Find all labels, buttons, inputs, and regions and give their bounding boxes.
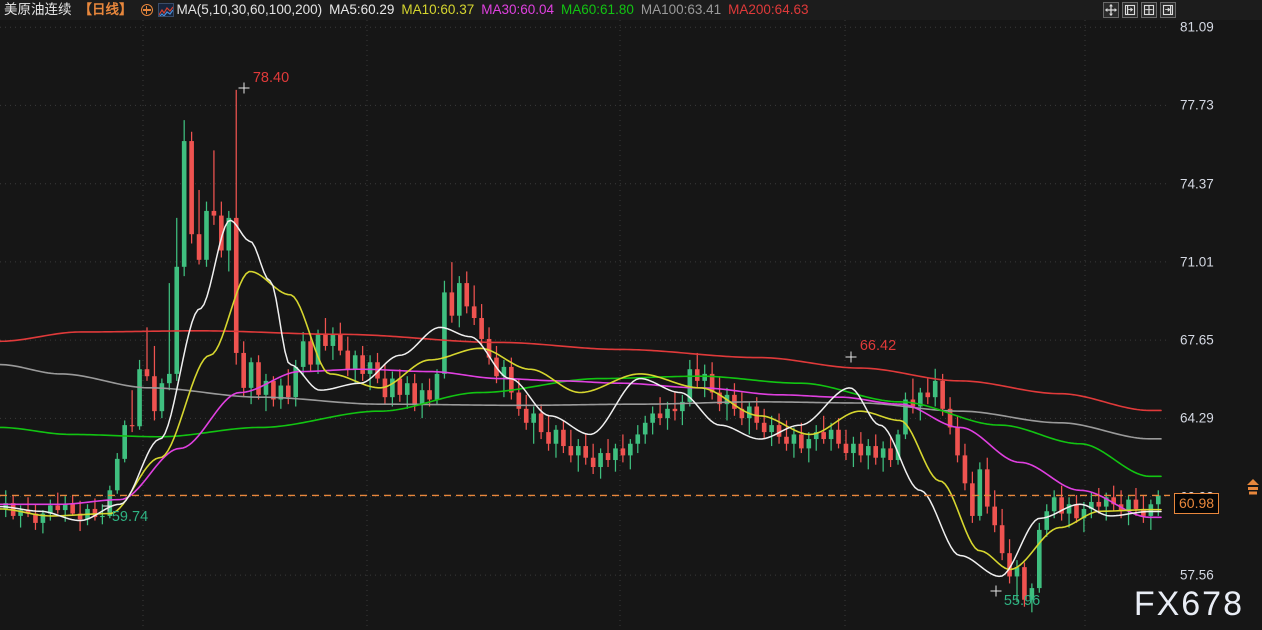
mini-chart-icon[interactable] xyxy=(157,3,174,17)
ma100-readout: MA100:63.41 xyxy=(640,2,722,17)
ma30-readout: MA30:60.04 xyxy=(481,2,555,17)
ma5-readout: MA5:60.29 xyxy=(329,2,395,17)
annotation-crosshair-icon xyxy=(238,82,250,94)
axis-label: 81.09 xyxy=(1180,19,1214,35)
price-marker-icon xyxy=(1246,479,1260,495)
plot-canvas xyxy=(0,20,1170,630)
candlestick-plot[interactable] xyxy=(0,20,1170,630)
axis-label: 74.37 xyxy=(1180,176,1214,192)
symbol-name[interactable]: 美原油连续 xyxy=(4,2,72,17)
candle-series xyxy=(3,89,1161,613)
current-price-tag[interactable]: 60.98 xyxy=(1174,493,1220,515)
axis-label: 77.73 xyxy=(1180,97,1214,113)
align-left-tool-icon[interactable] xyxy=(1122,2,1138,18)
axis-label: 57.56 xyxy=(1180,567,1214,583)
annotation-crosshair-icon xyxy=(990,585,1002,597)
mid-annotation: 66.42 xyxy=(859,338,897,354)
price-axis[interactable]: 81.0977.7374.3771.0167.6564.2960.9357.56… xyxy=(1170,20,1262,630)
chart-tool-buttons xyxy=(1103,2,1176,18)
annotation-crosshair-icon xyxy=(845,351,857,363)
chart-header: 美原油连续 【日线】 MA(5,10,30,60,100,200) MA5:60… xyxy=(0,0,1262,20)
low-annotation: 59.74 xyxy=(111,509,149,525)
bottom-annotation: 55.96 xyxy=(1003,593,1041,609)
moving-averages xyxy=(0,219,1162,578)
align-right-tool-icon[interactable] xyxy=(1160,2,1176,18)
period-label[interactable]: 【日线】 xyxy=(78,2,133,17)
circle-plus-icon[interactable] xyxy=(140,4,153,16)
watermark: FX678 xyxy=(1133,585,1244,623)
crosshair-tool-icon[interactable] xyxy=(1103,2,1119,18)
axis-label: 64.29 xyxy=(1180,410,1214,426)
axis-label: 71.01 xyxy=(1180,254,1214,270)
align-center-tool-icon[interactable] xyxy=(1141,2,1157,18)
ma200-readout: MA200:64.63 xyxy=(728,2,809,17)
ma10-readout: MA10:60.37 xyxy=(401,2,475,17)
axis-label: 67.65 xyxy=(1180,332,1214,348)
ma-title: MA(5,10,30,60,100,200) xyxy=(176,2,323,17)
annotation-crosshair-icon xyxy=(102,500,114,512)
ma60-readout: MA60:61.80 xyxy=(561,2,634,17)
high-annotation: 78.40 xyxy=(252,70,290,86)
grid-lines xyxy=(0,20,1170,630)
